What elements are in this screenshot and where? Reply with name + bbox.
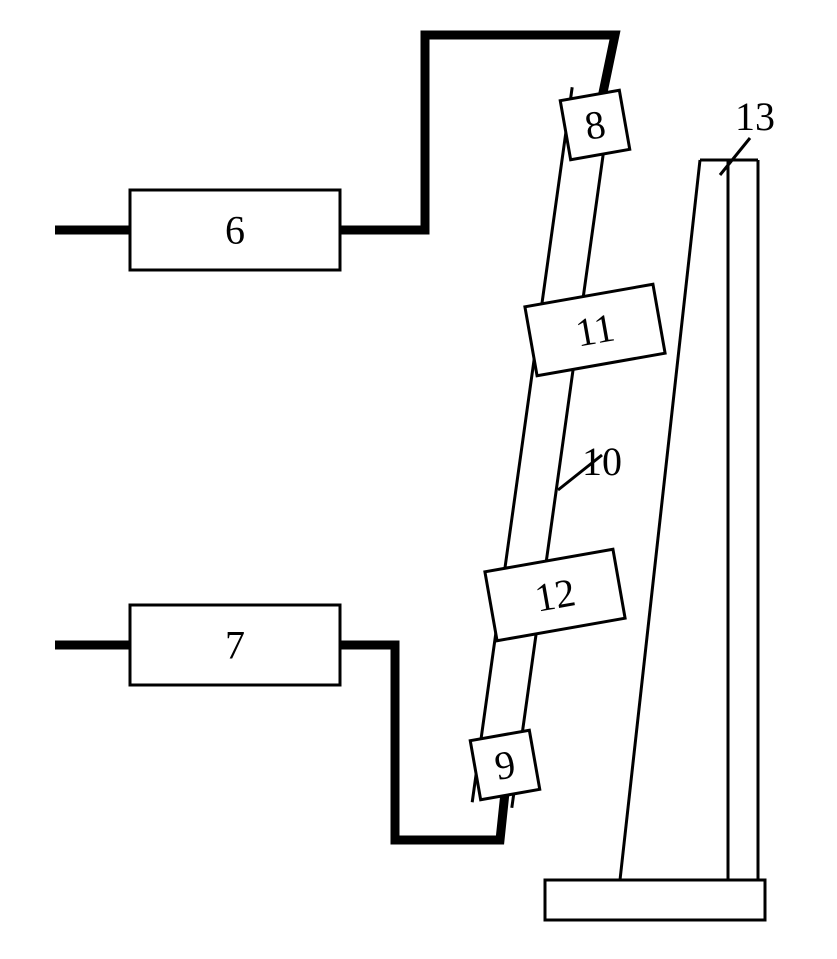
box-b7: 7: [130, 605, 340, 685]
stand-base: [545, 880, 765, 920]
tube-left: [472, 87, 572, 802]
box-b8: 8: [560, 90, 630, 160]
box-b6: 6: [130, 190, 340, 270]
stand-front: [620, 160, 700, 880]
box-b11: 11: [525, 284, 665, 376]
box-b9: 9: [470, 730, 540, 800]
box-label-b6: 6: [225, 208, 245, 253]
box-label-b12: 12: [531, 569, 578, 620]
box-label-b7: 7: [225, 623, 245, 668]
label-10: 10: [582, 439, 622, 484]
box-label-b11: 11: [572, 304, 618, 355]
label-13: 13: [735, 94, 775, 139]
leader-13: [720, 138, 750, 175]
